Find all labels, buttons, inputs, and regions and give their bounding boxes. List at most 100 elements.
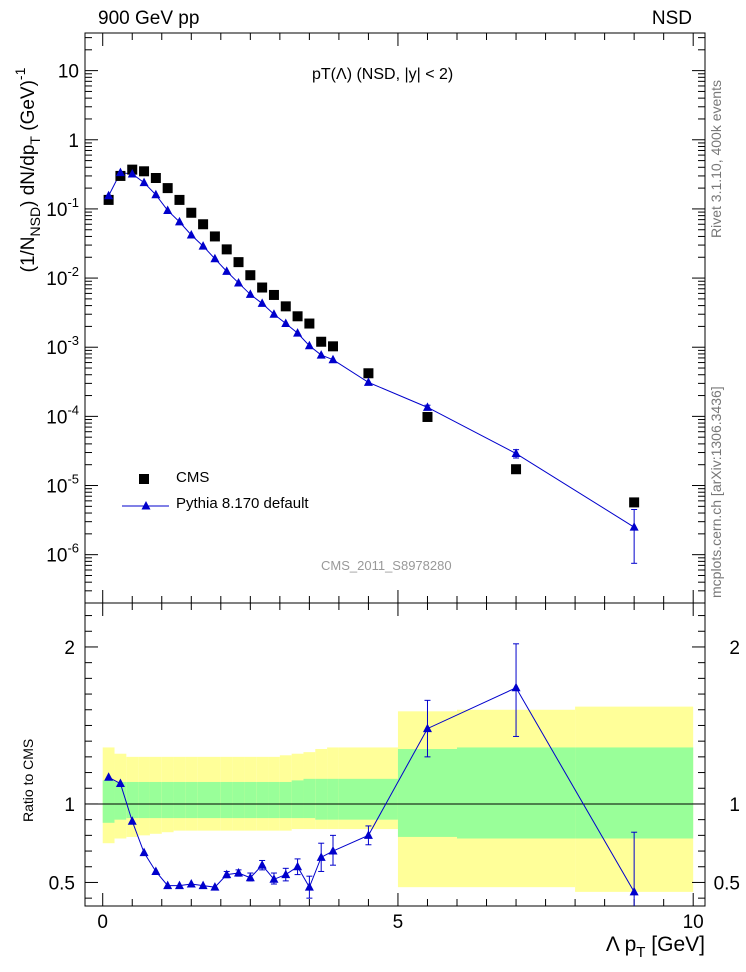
x-axis-label: Λ pT [GeV] xyxy=(606,933,705,961)
band-inner xyxy=(303,778,316,819)
y-tick-label: 10-1 xyxy=(46,195,79,221)
pythia-point xyxy=(304,340,314,350)
legend-pythia-label: Pythia 8.170 default xyxy=(176,495,309,512)
band-inner xyxy=(397,749,457,837)
band-inner xyxy=(161,781,174,819)
pythia-point xyxy=(139,177,149,187)
ratio-point xyxy=(151,866,161,875)
cms-point xyxy=(257,282,268,293)
cms-point xyxy=(511,464,522,475)
ratio-point xyxy=(210,882,220,891)
band-inner xyxy=(575,747,694,839)
ratio-point xyxy=(127,816,137,825)
ratio-point xyxy=(104,772,114,781)
ratio-point xyxy=(222,869,232,879)
pythia-line xyxy=(108,172,635,528)
legend-cms-marker xyxy=(139,474,149,484)
y-tick-label: 1 xyxy=(68,131,79,152)
ratio-point xyxy=(304,882,314,891)
pythia-point xyxy=(281,318,291,328)
pythia-point xyxy=(115,167,125,177)
header-left: 900 GeV pp xyxy=(98,8,200,29)
legend-cms-label: CMS xyxy=(176,469,210,486)
band-inner xyxy=(291,780,304,819)
ratio-point xyxy=(198,880,208,890)
watermark: CMS_2011_S8978280 xyxy=(321,558,452,573)
pythia-point xyxy=(198,241,208,250)
band-inner xyxy=(126,781,139,819)
pythia-point xyxy=(269,309,279,318)
ratio-y-tick-label-right: 0.5 xyxy=(714,873,740,894)
pythia-point xyxy=(245,289,255,298)
ratio-point xyxy=(115,778,125,788)
ratio-point xyxy=(174,880,184,890)
cms-point xyxy=(629,497,640,508)
ratio-point xyxy=(293,861,303,871)
ratio-y-tick-label: 1 xyxy=(64,795,75,816)
ratio-point xyxy=(316,852,326,861)
ratio-line xyxy=(108,687,635,893)
ratio-point xyxy=(422,723,432,733)
ratio-point xyxy=(269,874,279,883)
band-inner xyxy=(457,747,576,839)
ratio-point xyxy=(245,872,255,882)
y-tick-label: 10-3 xyxy=(46,333,79,359)
cms-point xyxy=(221,244,232,255)
band-inner xyxy=(138,781,150,819)
x-tick-label: 10 xyxy=(683,912,704,933)
pythia-point xyxy=(316,350,326,359)
band-inner xyxy=(197,781,209,819)
cms-point xyxy=(209,231,220,242)
pythia-point xyxy=(186,229,196,239)
band-inner xyxy=(268,781,280,819)
band-inner xyxy=(220,781,233,819)
band-inner xyxy=(315,778,328,820)
cms-point xyxy=(268,289,279,300)
ratio-point xyxy=(629,886,639,896)
cms-point xyxy=(233,257,244,268)
cms-point xyxy=(363,368,374,379)
side-text-top: Rivet 3.1.10, 400k events xyxy=(708,80,724,238)
header-right: NSD xyxy=(651,8,692,29)
legend-pythia-marker xyxy=(141,501,151,510)
pythia-point xyxy=(293,328,303,337)
band-inner xyxy=(256,781,269,819)
cms-point xyxy=(150,172,161,183)
cms-point xyxy=(174,194,185,205)
y-tick-label: 10 xyxy=(58,62,79,83)
band-inner xyxy=(244,781,257,819)
pythia-point xyxy=(151,189,161,199)
pythia-point xyxy=(257,298,267,307)
x-tick-label: 0 xyxy=(97,912,108,933)
pythia-point xyxy=(328,354,338,364)
band-inner xyxy=(114,781,127,820)
band-inner xyxy=(232,781,245,819)
cms-point xyxy=(292,311,303,322)
cms-point xyxy=(422,411,433,422)
pythia-point xyxy=(174,216,184,226)
band-inner xyxy=(149,781,162,819)
cms-point xyxy=(162,183,173,194)
pythia-point xyxy=(210,253,220,263)
ratio-point xyxy=(186,879,196,888)
ratio-point xyxy=(163,880,173,890)
band-inner xyxy=(338,778,398,820)
band-inner xyxy=(209,781,221,819)
cms-point xyxy=(198,219,209,230)
cms-point xyxy=(103,194,114,205)
pythia-point xyxy=(629,522,639,531)
ratio-point xyxy=(363,830,373,839)
y-axis-label: (1/NNSD) dN/dpT (GeV)-1 xyxy=(12,67,43,272)
band-inner xyxy=(173,781,186,819)
main-frame xyxy=(84,32,706,604)
y-tick-label: 10-2 xyxy=(46,264,79,290)
ratio-y-tick-label: 0.5 xyxy=(49,873,75,894)
ratio-point xyxy=(234,868,244,877)
cms-point xyxy=(186,207,197,218)
cms-point xyxy=(316,336,327,347)
ratio-point xyxy=(328,846,338,855)
cms-point xyxy=(304,318,315,329)
ratio-y-tick-label: 2 xyxy=(64,638,75,659)
pythia-point xyxy=(222,266,232,275)
